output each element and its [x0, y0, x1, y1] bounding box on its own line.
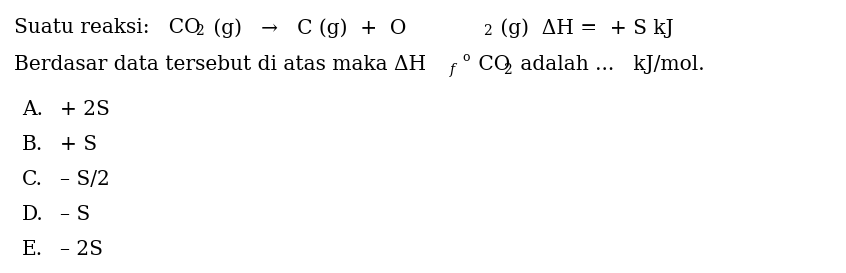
Text: – S: – S — [60, 205, 91, 224]
Text: Berdasar data tersebut di atas maka ΔH: Berdasar data tersebut di atas maka ΔH — [14, 55, 426, 74]
Text: f: f — [450, 63, 455, 77]
Text: 2: 2 — [195, 24, 204, 38]
Text: E.: E. — [22, 240, 43, 259]
Text: adalah ...   kJ/mol.: adalah ... kJ/mol. — [514, 55, 705, 74]
Text: (g)  ΔH =  + S kJ: (g) ΔH = + S kJ — [494, 18, 673, 38]
Text: C.: C. — [22, 170, 43, 189]
Text: (g)   →   C (g)  +  O: (g) → C (g) + O — [207, 18, 406, 38]
Text: D.: D. — [22, 205, 44, 224]
Text: CO: CO — [472, 55, 510, 74]
Text: + S: + S — [60, 135, 97, 154]
Text: 2: 2 — [483, 24, 492, 38]
Text: Suatu reaksi:   CO: Suatu reaksi: CO — [14, 18, 201, 37]
Text: o: o — [462, 51, 470, 64]
Text: – 2S: – 2S — [60, 240, 103, 259]
Text: + 2S: + 2S — [60, 100, 110, 119]
Text: – S/2: – S/2 — [60, 170, 110, 189]
Text: A.: A. — [22, 100, 43, 119]
Text: B.: B. — [22, 135, 43, 154]
Text: 2: 2 — [503, 63, 512, 77]
